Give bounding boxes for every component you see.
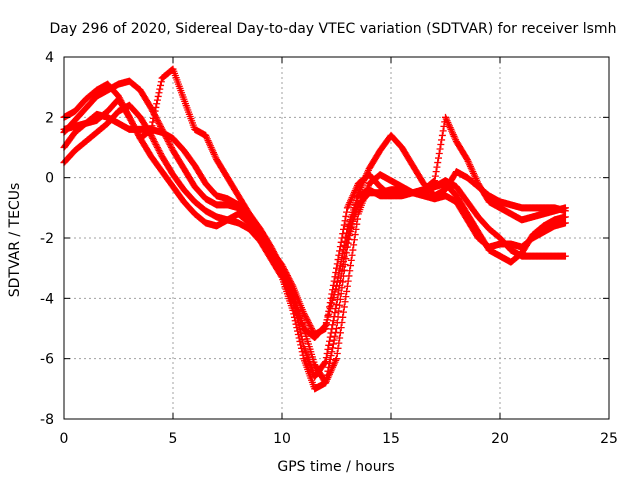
data-point-interp xyxy=(306,321,314,329)
x-tick-label: 0 xyxy=(60,431,69,447)
data-point-interp xyxy=(438,131,446,139)
data-point-interp xyxy=(167,144,175,151)
data-point-interp xyxy=(148,106,156,114)
data-point-interp xyxy=(157,81,165,89)
chart-title: Day 296 of 2020, Sidereal Day-to-day VTE… xyxy=(50,21,617,37)
data-point-interp xyxy=(155,119,163,127)
data-point-interp xyxy=(156,121,164,129)
data-point-interp xyxy=(333,349,341,357)
data-point-interp xyxy=(149,118,157,126)
data-point-interp xyxy=(344,277,352,285)
data-point-interp xyxy=(166,140,174,148)
data-point-interp xyxy=(334,344,342,352)
data-point-interp xyxy=(338,318,346,326)
data-point-interp xyxy=(347,262,355,270)
data-point-interp xyxy=(331,309,339,317)
data-point-interp xyxy=(304,317,312,325)
data-point xyxy=(333,282,340,290)
data-point-interp xyxy=(347,256,355,264)
data-point-interp xyxy=(167,142,175,150)
data-point-interp xyxy=(329,281,337,289)
data-point-interp xyxy=(340,221,348,229)
y-tick-label: 2 xyxy=(45,110,54,126)
data-point-interp xyxy=(434,159,442,167)
data-point-interp xyxy=(332,268,340,276)
y-tick-labels: -8 -6 -4 -2 0 2 4 xyxy=(40,50,54,428)
data-point-interp xyxy=(434,154,442,162)
y-tick-label: -6 xyxy=(40,352,54,368)
x-tick-label: 5 xyxy=(169,431,178,447)
data-point-interp xyxy=(337,324,345,332)
data-point-interp xyxy=(350,236,358,244)
data-point-interp xyxy=(308,325,316,332)
data-point-interp xyxy=(303,315,311,323)
data-point-interp xyxy=(153,96,161,104)
data-point xyxy=(561,219,569,227)
series-1 xyxy=(60,80,569,339)
y-tick-label: -4 xyxy=(40,291,54,307)
grid xyxy=(64,57,609,419)
data-point-interp xyxy=(340,303,348,311)
data-point-interp xyxy=(435,150,443,158)
y-axis-label: SDTVAR / TECUs xyxy=(7,183,23,298)
data-point-interp xyxy=(307,323,315,331)
data-point-interp xyxy=(153,100,161,108)
data-point xyxy=(147,104,155,112)
data-point-interp xyxy=(165,139,173,147)
data-point-interp xyxy=(437,140,445,148)
x-axis-label: GPS time / hours xyxy=(277,459,394,475)
x-tick-label: 20 xyxy=(491,431,509,447)
data-point xyxy=(561,213,569,221)
data-point xyxy=(343,282,351,290)
x-tick-label: 10 xyxy=(273,431,291,447)
x-tick-label: 25 xyxy=(600,431,618,447)
data-point-interp xyxy=(331,273,339,281)
data-point-interp xyxy=(439,127,447,135)
data-point xyxy=(333,300,340,308)
data-point-interp xyxy=(156,85,164,93)
data-point-interp xyxy=(330,277,338,285)
data-point-interp xyxy=(346,267,354,275)
data-point-interp xyxy=(345,272,353,280)
data-point-interp xyxy=(331,332,339,340)
data-point-interp xyxy=(340,308,348,316)
x-tick-labels: 0 5 10 15 20 25 xyxy=(60,431,618,447)
data-point-interp xyxy=(304,318,312,326)
data-point-interp xyxy=(339,313,347,321)
data-point-interp xyxy=(155,89,163,97)
data-point-interp xyxy=(438,136,446,144)
data-point-interp xyxy=(433,163,441,171)
data-point xyxy=(333,325,340,332)
y-tick-label: 4 xyxy=(45,50,54,66)
data-point-interp xyxy=(305,320,313,328)
data-point-interp xyxy=(154,92,162,100)
data-point-interp xyxy=(321,322,329,330)
data-points xyxy=(60,65,569,393)
data-point-interp xyxy=(343,208,351,216)
y-tick-label: -8 xyxy=(40,412,54,428)
data-point-interp xyxy=(432,168,440,176)
data-point-interp xyxy=(153,116,161,124)
data-point-interp xyxy=(336,329,344,337)
data-point-interp xyxy=(436,145,444,153)
y-tick-label: 0 xyxy=(45,171,54,187)
data-point-interp xyxy=(350,241,358,249)
data-point-interp xyxy=(301,312,309,320)
x-tick-label: 15 xyxy=(382,431,400,447)
y-tick-label: -2 xyxy=(40,231,54,247)
data-point-interp xyxy=(341,217,349,225)
